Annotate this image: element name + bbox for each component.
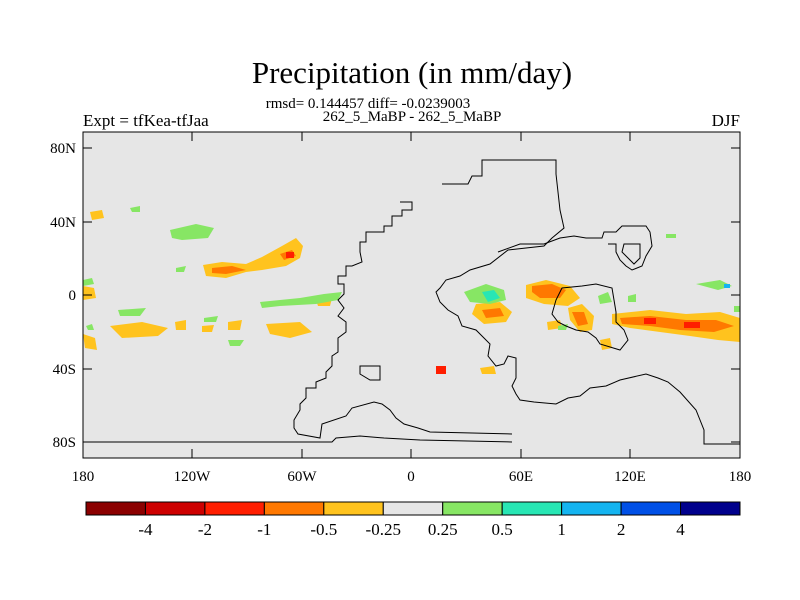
patch-small-1 [175,320,186,330]
colorbar-box [323,501,384,516]
wet-atlantic [260,292,342,308]
core-india [532,284,566,298]
wet-small-8 [130,206,140,212]
x-tick-label: 180 [72,469,95,485]
colorbar-label: -2 [198,520,212,539]
colorbar-labels: -4 -2 -1 -0.5 -0.25 0.25 0.5 1 2 4 [138,520,685,539]
x-tick-label: 60W [287,469,317,485]
wet-w-pacific [696,280,732,290]
y-tick-label: 40N [50,215,76,231]
colorbar-box [263,501,325,516]
wet-small-5 [628,294,636,302]
wet-s-pacific [118,308,146,316]
asia-inner-outline [621,243,641,265]
y-tick-label: 80N [50,141,76,157]
colorbar-label: 1 [557,520,566,539]
precip-field [83,206,740,374]
patch-small-3 [202,325,214,332]
x-tick-labels: 180 120W 60W 0 60E 120E 180 [72,469,752,485]
india-box-outline [551,283,629,351]
colorbar-box [561,501,622,516]
experiment-label: Expt = tfKea-tfJaa [83,111,209,130]
patch-n-edge [90,210,104,220]
patch-sw-edge [83,334,97,350]
colorbar-label: 0.25 [428,520,458,539]
colorbar-box [501,501,563,516]
colorbar-label: -4 [138,520,153,539]
x-axis [82,132,741,458]
asia-coast-outline [497,225,653,271]
patch-small-2 [228,320,242,330]
chart-subtitle: 262_5_MaBP - 262_5_MaBP [323,109,502,125]
colorbar-box [442,501,503,516]
core-red-4 [684,322,700,328]
colorbar-label: -0.5 [310,520,337,539]
y-tick-label: 40S [53,362,76,378]
colorbar-box [204,501,265,516]
core-bay [572,312,588,326]
x-tick-label: 120E [614,469,646,485]
colorbar-label: 0.5 [492,520,513,539]
map-background [83,132,740,458]
patch-w-pacific-edge [83,286,96,300]
colorbar-label: -0.25 [366,520,401,539]
y-tick-label: 80S [53,435,76,451]
y-tick-labels: 80N 40N 0 40S 80S [50,141,76,451]
core-red-2 [286,252,294,258]
colorbar [85,501,741,516]
core-e-pacific [212,266,246,274]
patch-s-africa [480,366,496,374]
wet-w-edge [83,278,94,286]
wet-small-9 [86,324,94,330]
colorbar-label: -1 [257,520,271,539]
colorbar-box [144,501,206,516]
season-label: DJF [712,111,740,130]
wet-n-pacific [170,224,214,240]
x-tick-label: 0 [407,469,415,485]
south-border-line [83,435,513,443]
y-axis [83,147,740,443]
y-tick-label: 0 [69,288,77,304]
patch-s-tropics-1 [110,322,168,338]
colorbar-box [85,501,146,516]
x-tick-label: 180 [729,469,752,485]
wet-core-small [724,284,730,288]
colorbar-box [680,501,741,516]
x-tick-label: 60E [509,469,533,485]
colorbar-box [382,501,444,516]
wet-small-3 [228,340,244,346]
x-tick-label: 120W [174,469,212,485]
chart-title: Precipitation (in mm/day) [252,55,572,90]
wet-small-1 [176,266,186,272]
island-outline [359,365,381,381]
wet-small-2 [204,316,218,322]
core-red-1 [436,366,446,374]
colorbar-label: 2 [617,520,626,539]
wet-small-10 [734,306,740,312]
wet-small-4 [598,292,612,304]
americas-outline [293,201,513,439]
core-africa [482,308,504,318]
wet-core-africa [482,290,500,302]
colorbar-box [620,501,682,516]
stats-line: rmsd= 0.144457 diff= -0.0239003 [266,96,471,112]
land-boundaries [83,159,740,445]
colorbar-label: 4 [676,520,685,539]
patch-s-tropics-2 [266,322,312,338]
core-red-3 [644,318,656,324]
patch-small-5 [600,338,612,350]
eurasia-outline [435,159,740,445]
wet-small-7 [666,234,676,238]
